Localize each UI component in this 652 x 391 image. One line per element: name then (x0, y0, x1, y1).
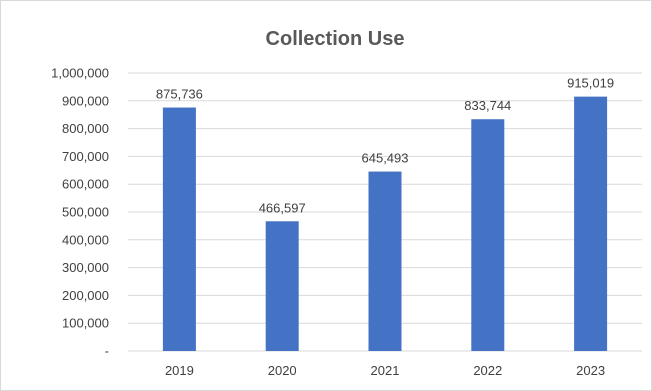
data-labels: 875,736 466,597 645,493 833,744 915,019 (156, 76, 614, 216)
y-tick-label: 800,000 (62, 121, 109, 136)
y-tick-label: - (105, 344, 109, 359)
x-tick-label-2022: 2022 (473, 363, 502, 378)
data-label-2019: 875,736 (156, 87, 203, 102)
bar-2023 (574, 96, 608, 351)
bar-2019 (162, 107, 196, 351)
y-tick-label: 600,000 (62, 177, 109, 192)
bar-2020 (265, 221, 299, 351)
data-label-2020: 466,597 (259, 200, 306, 215)
x-tick-label-2021: 2021 (371, 363, 400, 378)
x-tick-label-2019: 2019 (165, 363, 194, 378)
y-tick-label: 200,000 (62, 288, 109, 303)
data-label-2023: 915,019 (567, 76, 614, 91)
x-tick-label-2020: 2020 (268, 363, 297, 378)
y-tick-label: 100,000 (62, 316, 109, 331)
bars (162, 96, 608, 351)
y-tick-label: 400,000 (62, 232, 109, 247)
data-label-2022: 833,744 (464, 98, 511, 113)
x-tick-label-2023: 2023 (576, 363, 605, 378)
y-tick-label: 500,000 (62, 205, 109, 220)
data-label-2021: 645,493 (362, 151, 409, 166)
chart-title: Collection Use (266, 28, 405, 50)
y-tick-label: 1,000,000 (51, 66, 109, 81)
y-tick-label: 900,000 (62, 93, 109, 108)
bar-2021 (368, 171, 402, 351)
bar-2022 (471, 119, 505, 351)
gridlines (128, 72, 642, 352)
y-tick-label: 700,000 (62, 149, 109, 164)
y-tick-label: 300,000 (62, 260, 109, 275)
x-axis-tick-labels: 2019 2020 2021 2022 2023 (165, 363, 605, 378)
y-axis-tick-labels: - 100,000 200,000 300,000 400,000 500,000 600,… (51, 66, 109, 359)
